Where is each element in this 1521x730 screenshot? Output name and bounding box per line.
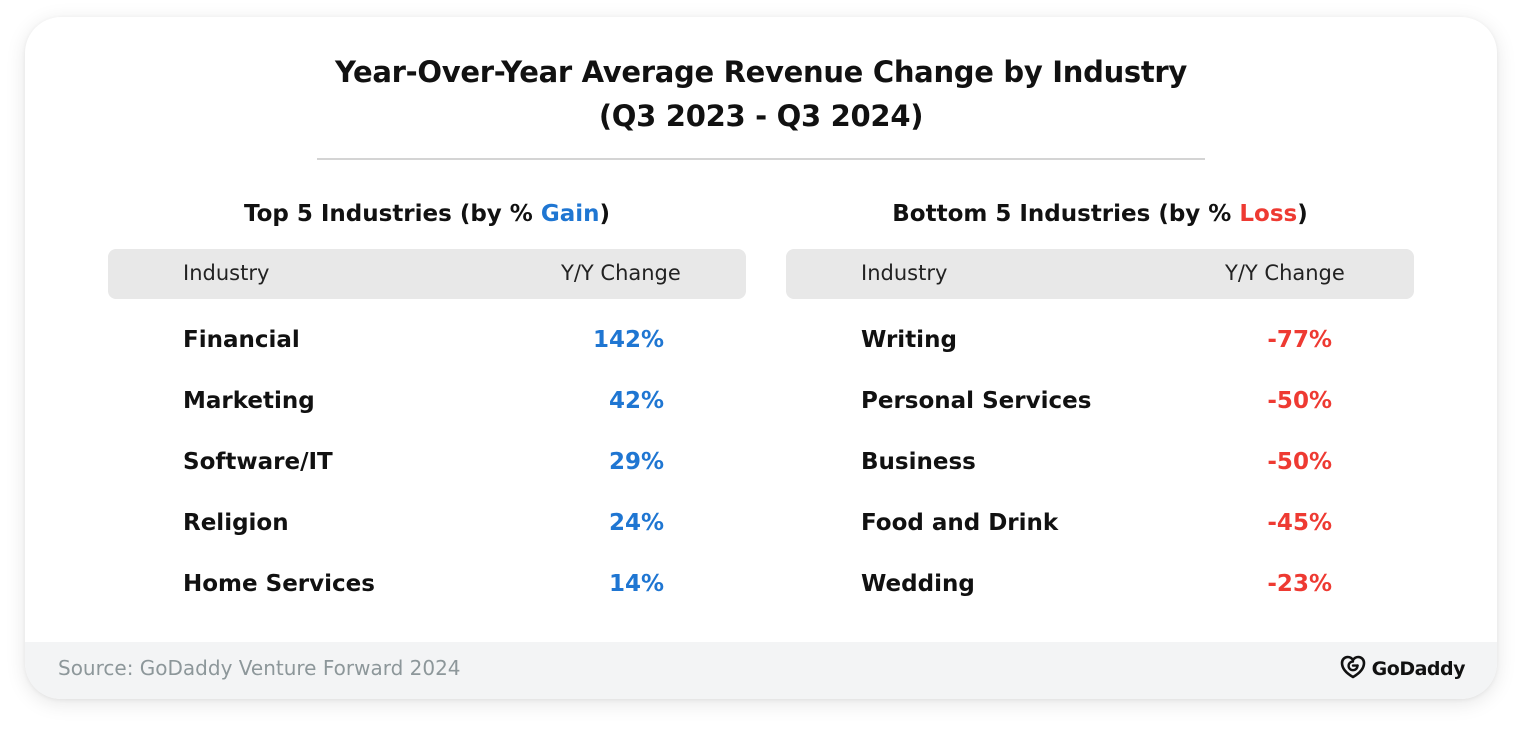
footer: Source: GoDaddy Venture Forward 2024 GoD… xyxy=(25,642,1497,699)
bottom-change-value: -77% xyxy=(1267,327,1332,353)
top-heading-accent: Gain xyxy=(540,201,600,227)
top-change-value: 24% xyxy=(608,510,664,536)
top-table-row: Financial 142% xyxy=(183,327,664,367)
top-table-heading: Top 5 Industries (by % Gain) xyxy=(108,201,746,227)
bottom-table-row: Writing -77% xyxy=(861,327,1332,367)
top-change-value: 42% xyxy=(608,388,664,414)
bottom-col-change: Y/Y Change xyxy=(1225,261,1345,285)
source-note: Source: GoDaddy Venture Forward 2024 xyxy=(58,656,461,680)
bottom-table-row: Wedding -23% xyxy=(861,571,1332,611)
bottom-industry-name: Food and Drink xyxy=(861,510,1059,536)
bottom-industry-name: Wedding xyxy=(861,571,975,597)
godaddy-logo-icon xyxy=(1340,655,1366,683)
bottom-table-heading: Bottom 5 Industries (by % Loss) xyxy=(786,201,1414,227)
top-industry-name: Religion xyxy=(183,510,289,536)
chart-title-line2: (Q3 2023 - Q3 2024) xyxy=(598,99,924,133)
bottom-table-row: Food and Drink -45% xyxy=(861,510,1332,550)
bottom-table-row: Business -50% xyxy=(861,449,1332,489)
top-col-industry: Industry xyxy=(183,261,270,285)
top-table-row: Marketing 42% xyxy=(183,388,664,428)
godaddy-logo-text: GoDaddy xyxy=(1371,658,1466,680)
bottom-table-header: Industry Y/Y Change xyxy=(786,249,1414,299)
top-industry-name: Home Services xyxy=(183,571,375,597)
bottom-col-industry: Industry xyxy=(861,261,948,285)
top-industry-name: Financial xyxy=(183,327,300,353)
top-heading-prefix: Top 5 Industries (by % xyxy=(243,201,541,227)
bottom-heading-prefix: Bottom 5 Industries (by % xyxy=(892,201,1240,227)
title-divider xyxy=(317,158,1205,160)
bottom-heading-accent: Loss xyxy=(1239,201,1298,227)
bottom-change-value: -50% xyxy=(1267,388,1332,414)
bottom-table-row: Personal Services -50% xyxy=(861,388,1332,428)
bottom-industry-name: Business xyxy=(861,449,976,475)
chart-title-line1: Year-Over-Year Average Revenue Change by… xyxy=(334,55,1188,89)
bottom-change-value: -50% xyxy=(1267,449,1332,475)
top-change-value: 142% xyxy=(592,327,664,353)
bottom-change-value: -45% xyxy=(1267,510,1332,536)
top-heading-suffix: ) xyxy=(599,201,611,227)
top-table-header: Industry Y/Y Change xyxy=(108,249,746,299)
bottom-heading-suffix: ) xyxy=(1297,201,1308,227)
infographic-card: Year-Over-Year Average Revenue Change by… xyxy=(25,17,1497,699)
top-col-change: Y/Y Change xyxy=(561,261,681,285)
top-industry-name: Marketing xyxy=(183,388,315,414)
bottom-industry-name: Writing xyxy=(861,327,957,353)
top-change-value: 14% xyxy=(608,571,664,597)
top-table-row: Religion 24% xyxy=(183,510,664,550)
top-table-row: Home Services 14% xyxy=(183,571,664,611)
top-change-value: 29% xyxy=(608,449,664,475)
bottom-industry-name: Personal Services xyxy=(861,388,1092,414)
top-industry-name: Software/IT xyxy=(183,449,333,475)
bottom-change-value: -23% xyxy=(1267,571,1332,597)
godaddy-logo: GoDaddy xyxy=(1340,654,1466,684)
top-table-row: Software/IT 29% xyxy=(183,449,664,489)
